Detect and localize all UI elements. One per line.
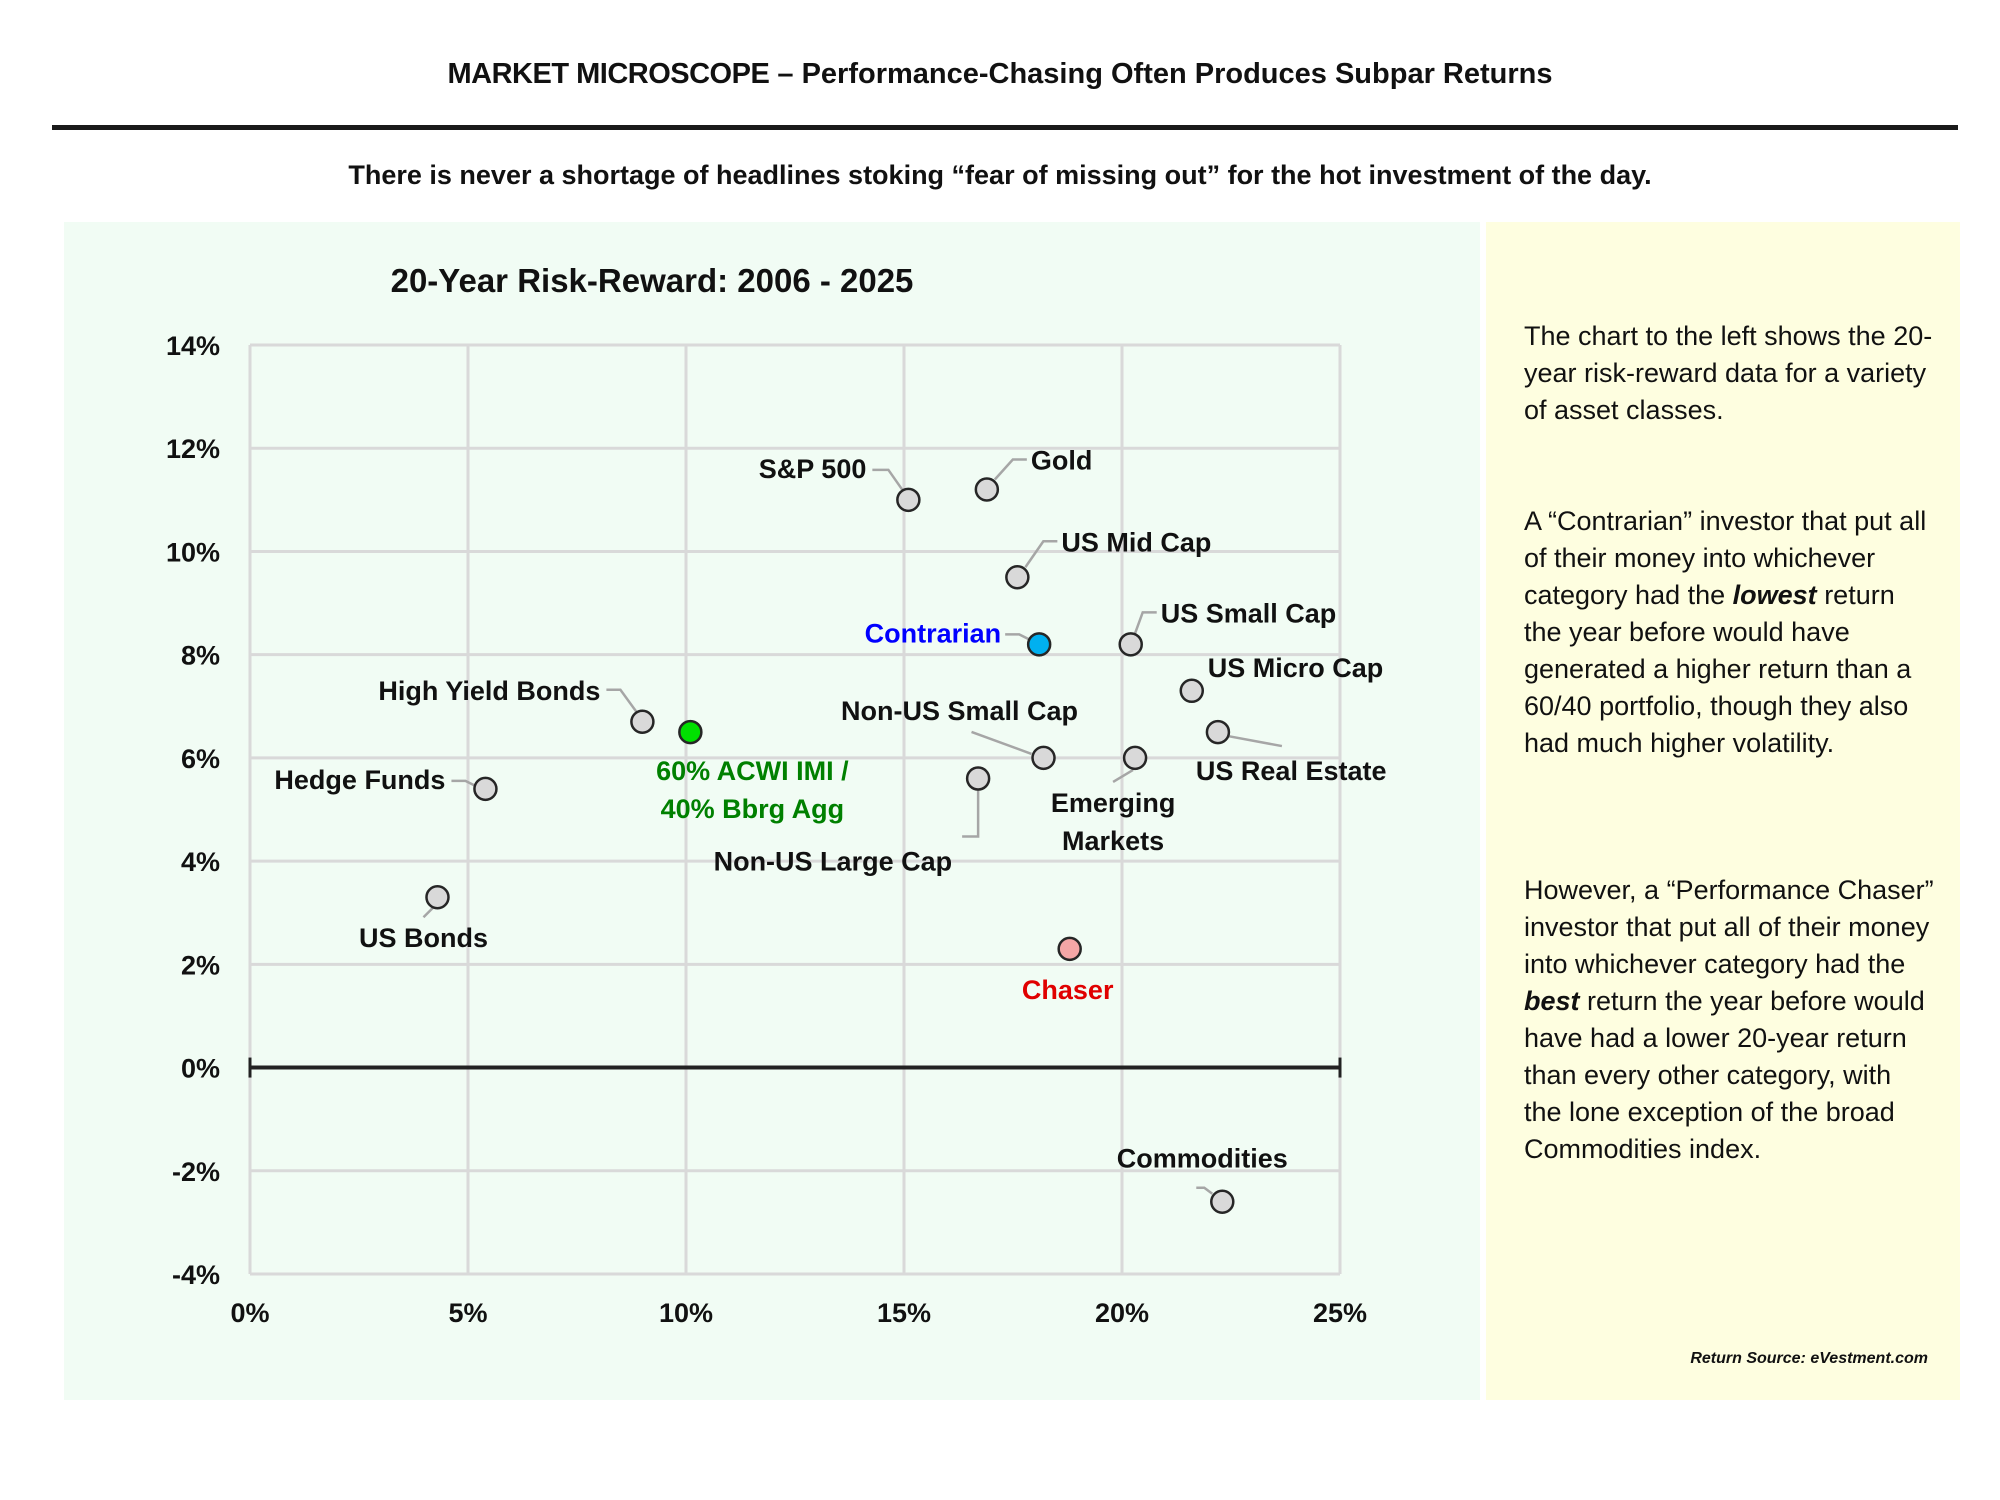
data-point [1122,745,1148,771]
leader-line [1112,768,1134,783]
data-label: Hedge Funds [274,765,445,795]
leader-line [1005,633,1032,642]
data-label: Emerging [1051,788,1176,818]
leader-line [1024,540,1058,568]
data-label: US Real Estate [1196,756,1387,786]
leader-line [606,688,638,713]
data-label: Markets [1062,826,1164,856]
y-tick-label: 4% [181,847,220,877]
y-tick-label: 8% [181,641,220,671]
sidebar-paragraph-3: However, a “Performance Chaser” investor… [1524,872,1934,1168]
p2-emphasis: lowest [1732,580,1817,610]
x-tick-label: 25% [1313,1298,1367,1328]
p2-text-a: A “Contrarian” investor that put all of … [1524,506,1927,610]
data-label: Non-US Small Cap [841,696,1078,726]
y-tick-label: 14% [166,331,220,361]
p3-text-b: return the year before would have had a … [1524,986,1925,1164]
data-label: US Bonds [359,923,488,953]
data-point [1026,632,1052,657]
data-point [630,709,655,735]
data-label: US Mid Cap [1061,527,1211,557]
x-tick-label: 20% [1095,1298,1149,1328]
leader-line [1227,734,1283,748]
data-point [1210,1189,1235,1214]
sidebar-paragraph-2: A “Contrarian” investor that put all of … [1524,503,1934,762]
header-dash: – [777,58,794,90]
leader-line [1196,1186,1214,1195]
header-rule [52,125,1958,130]
data-label: S&P 500 [759,454,867,484]
x-tick-label: 10% [659,1298,713,1328]
leader-line [422,906,435,919]
sidebar-paragraph-1: The chart to the left shows the 20-year … [1524,321,1933,425]
data-point [425,884,450,910]
leader-line [993,458,1027,481]
p3-emphasis: best [1524,986,1580,1016]
y-tick-label: 10% [166,537,220,567]
brand-title: MARKET MICROSCOPE [447,58,770,90]
data-point [896,487,921,513]
data-label: US Small Cap [1161,598,1337,628]
y-tick-label: 12% [166,434,220,464]
side-panel [1486,222,1960,1400]
p3-text-a: However, a “Performance Chaser” investor… [1524,875,1934,979]
chart-panel [64,222,1480,1400]
y-tick-label: -2% [172,1157,220,1187]
data-label: Non-US Large Cap [714,847,953,877]
y-tick-label: 6% [181,744,220,774]
data-label: Commodities [1117,1144,1288,1174]
leader-line [1133,611,1157,635]
data-label: High Yield Bonds [378,676,600,706]
header-subtitle: Performance-Chasing Often Produces Subpa… [801,58,1553,90]
data-label: 40% Bbrg Agg [661,794,845,824]
data-point [974,477,1000,502]
y-tick-label: 2% [181,950,220,980]
data-point [1205,719,1231,745]
data-point [1118,632,1143,657]
leader-line [971,730,1032,756]
data-point [965,766,991,791]
leader-line [872,468,904,491]
p2-text-b: return the year before would have genera… [1524,580,1912,758]
data-label: Gold [1031,446,1093,476]
leader-line [451,779,478,788]
data-label: US Micro Cap [1208,653,1384,683]
data-point [1005,565,1030,590]
y-tick-label: -4% [172,1260,220,1290]
data-point [1057,936,1082,962]
data-point [1031,745,1056,771]
leader-line [962,790,980,838]
x-tick-label: 5% [448,1298,487,1328]
data-point [473,776,498,802]
page-header: MARKET MICROSCOPE – Performance-Chasing … [0,58,2000,91]
y-tick-label: 0% [181,1054,220,1084]
tagline: There is never a shortage of headlines s… [348,160,1652,190]
data-point [678,719,703,745]
x-tick-label: 0% [230,1298,269,1328]
chart-title: 20-Year Risk-Reward: 2006 - 2025 [390,262,914,299]
return-source: Return Source: eVestment.com [1690,1350,1928,1367]
data-label: Contrarian [865,618,1002,648]
data-label: Chaser [1022,975,1114,1005]
x-tick-label: 15% [877,1298,931,1328]
data-label: 60% ACWI IMI / [656,756,849,786]
data-point [1179,678,1205,704]
